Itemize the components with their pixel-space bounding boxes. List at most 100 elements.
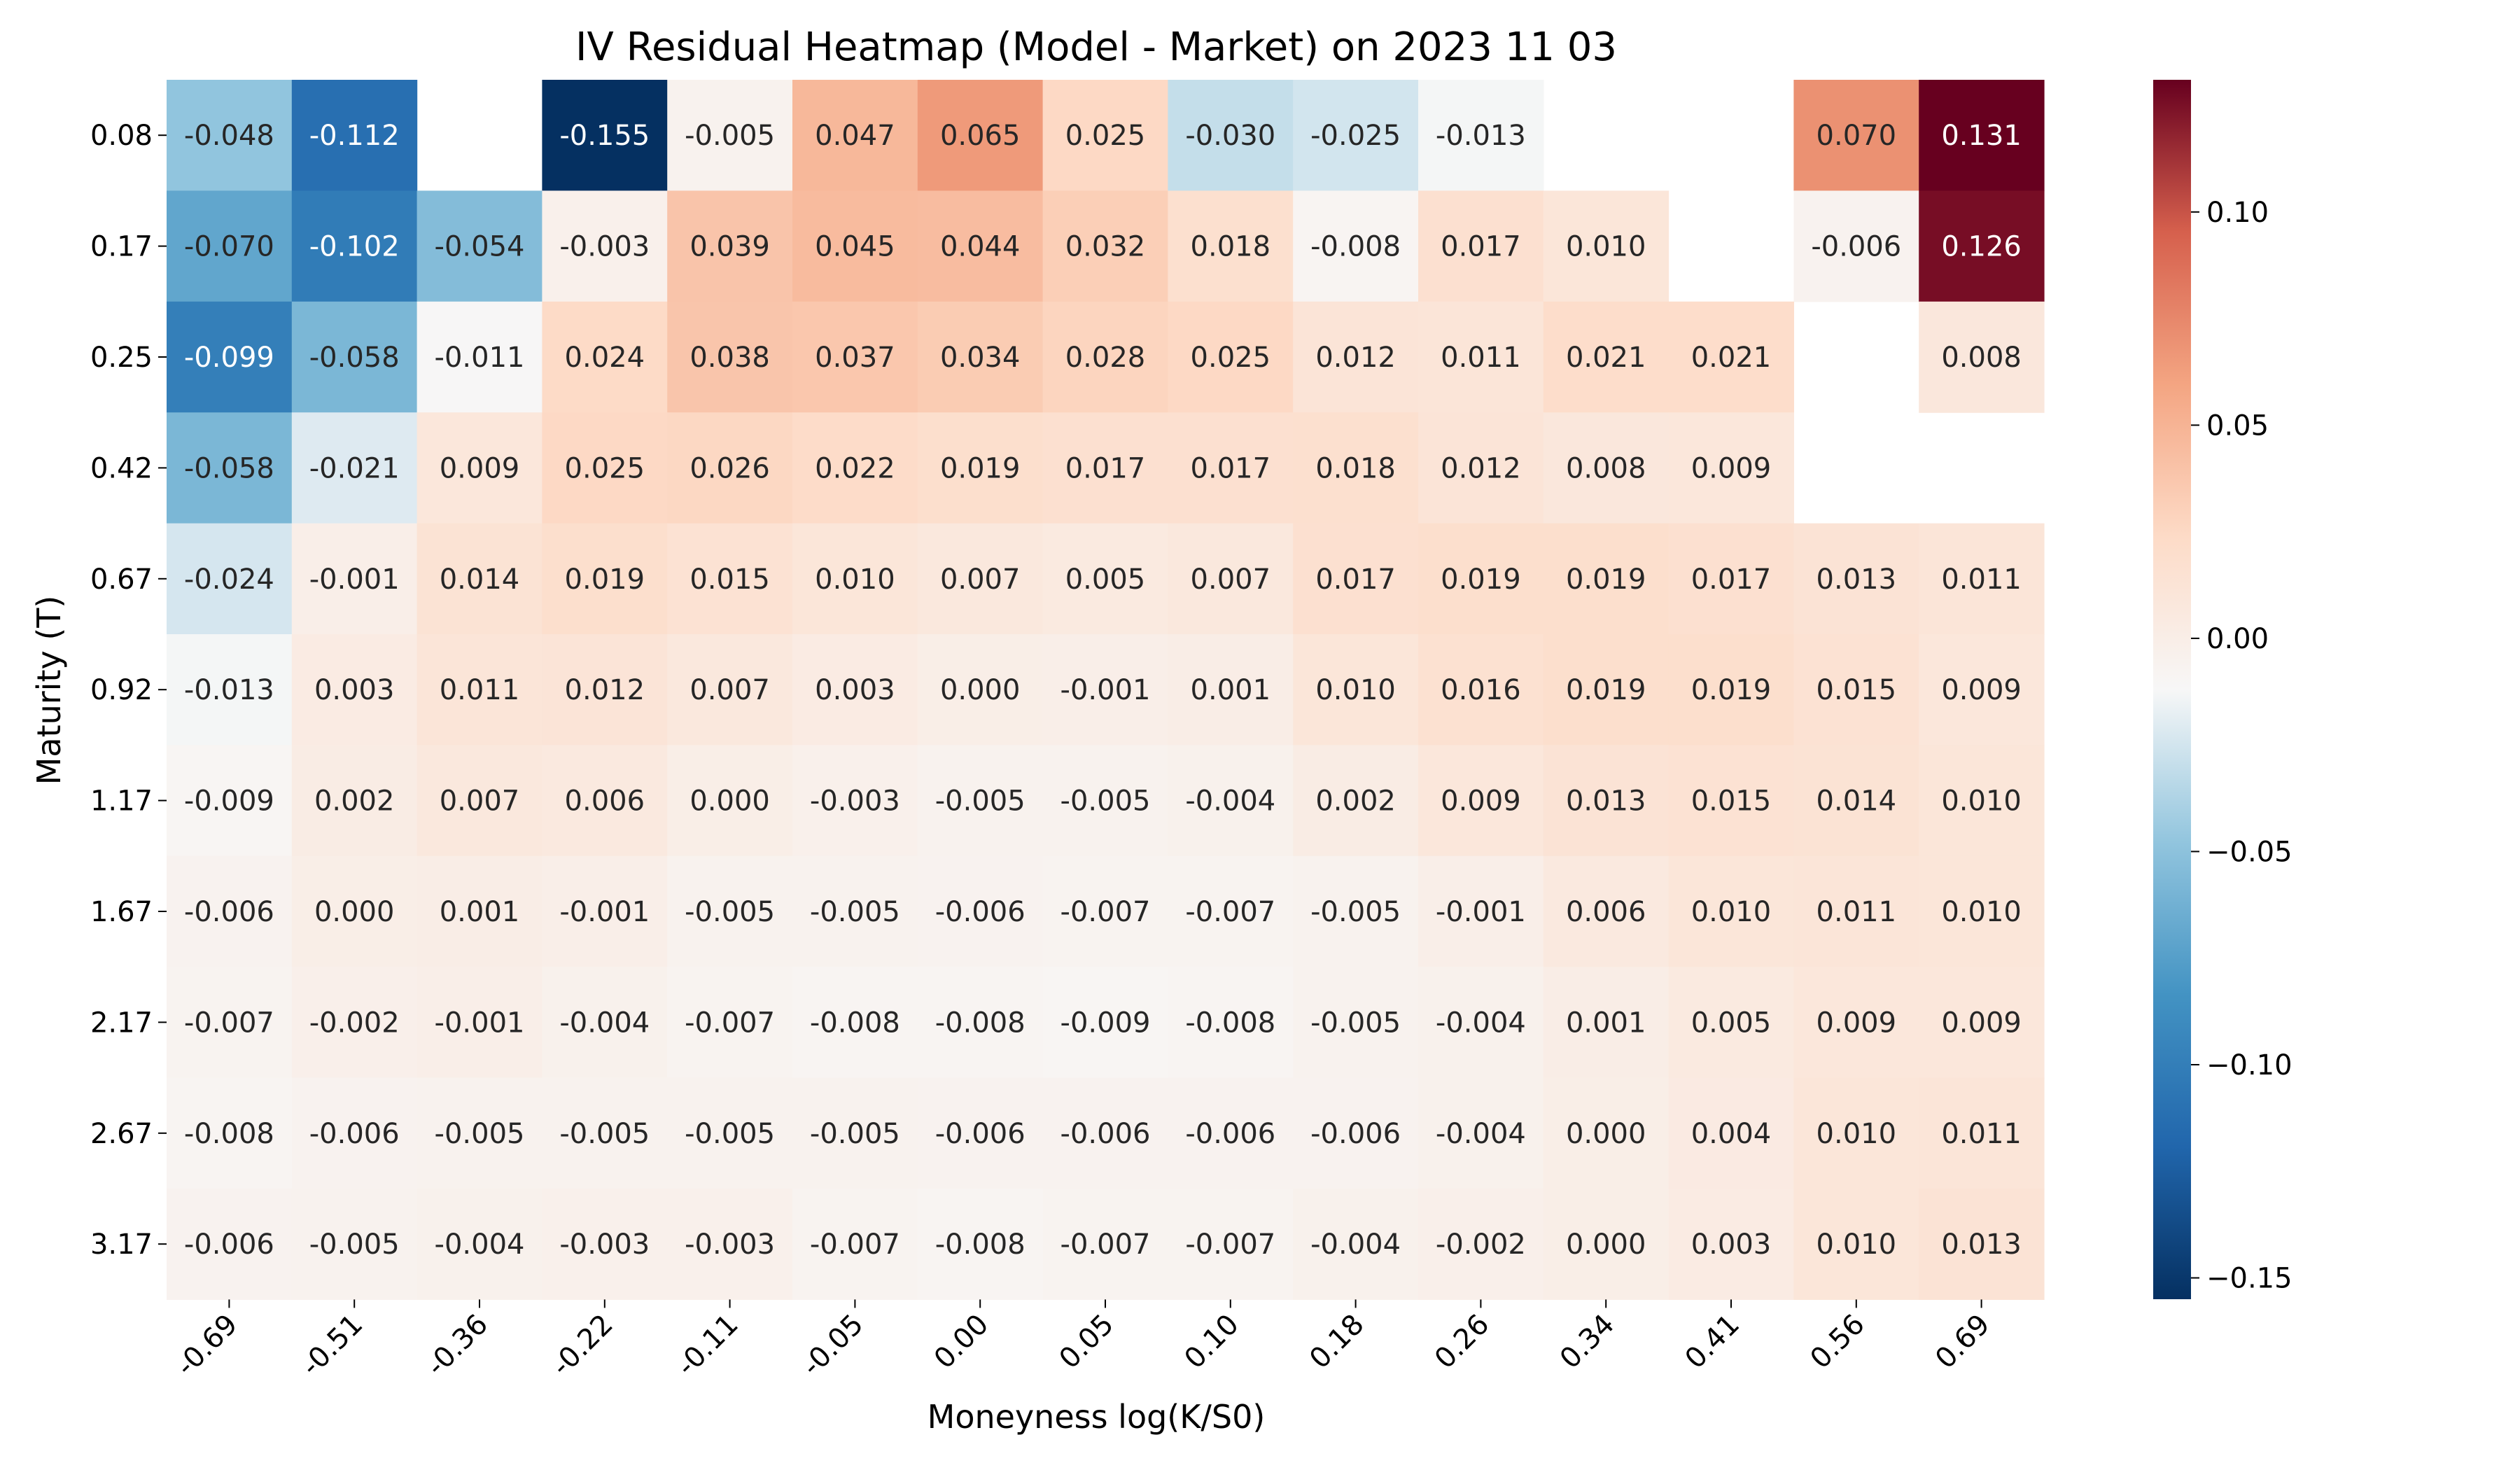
- heatmap-cell: [1919, 523, 2045, 635]
- cell-value-label: -0.004: [1436, 1007, 1526, 1039]
- heatmap-cell: [667, 80, 793, 191]
- cell-value-label: -0.009: [184, 785, 274, 818]
- cell-value-label: 0.010: [1315, 674, 1396, 706]
- heatmap-cell: [542, 1189, 668, 1300]
- heatmap-cell: [1919, 301, 2045, 413]
- heatmap-cell: [1543, 1189, 1670, 1300]
- y-axis: 0.08 0.17 0.25 0.42 0.67 0.92 1.17 1.67 2.17 2.67…: [90, 120, 167, 1261]
- heatmap-cell: [1793, 190, 1919, 302]
- cell-value-label: -0.005: [1310, 896, 1401, 928]
- cell-value-label: 0.014: [1816, 785, 1897, 818]
- x-tick-label: 0.69: [1929, 1308, 1996, 1376]
- cell-value-label: -0.007: [1185, 896, 1275, 928]
- heatmap-cell: [1168, 523, 1294, 635]
- cell-value-label: -0.007: [810, 1228, 900, 1261]
- y-tick-label: 2.17: [90, 1007, 153, 1039]
- cell-value-label: 0.047: [815, 120, 895, 152]
- heatmap-cell: [792, 1077, 918, 1189]
- heatmap-cell: [1543, 634, 1670, 746]
- cell-value-label: -0.005: [685, 120, 775, 152]
- heatmap-cell: [1793, 745, 1919, 857]
- cell-value-label: -0.003: [685, 1228, 775, 1261]
- heatmap-cell: [1668, 412, 1794, 524]
- heatmap-cell: [1418, 190, 1544, 302]
- x-axis-label: Moneyness log(K/S0): [927, 1398, 1266, 1436]
- heatmap-cell: [1668, 855, 1794, 967]
- heatmap-cell: [1668, 967, 1794, 1079]
- cell-value-label: 0.070: [1816, 120, 1897, 152]
- cell-value-label: -0.008: [1310, 231, 1401, 263]
- heatmap-cell: [542, 1077, 668, 1189]
- heatmap-cell: [167, 80, 293, 191]
- cell-value-label: 0.019: [1441, 564, 1521, 596]
- cell-value-label: -0.005: [935, 785, 1026, 818]
- cell-value-label: 0.022: [815, 452, 895, 484]
- heatmap-cell: [416, 1077, 542, 1189]
- cell-value-label: 0.025: [1191, 342, 1271, 374]
- cell-value-label: 0.011: [1816, 896, 1897, 928]
- heatmap-cell: [1168, 967, 1294, 1079]
- cell-value-label: -0.030: [1185, 120, 1275, 152]
- heatmap-cell: [1418, 855, 1544, 967]
- cell-value-label: 0.001: [440, 896, 520, 928]
- heatmap-cell: [542, 412, 668, 524]
- heatmap-cell: [167, 1077, 293, 1189]
- heatmap-cell: [291, 523, 418, 635]
- heatmap-cell: [667, 523, 793, 635]
- heatmap-cell: [1293, 1077, 1419, 1189]
- heatmap-cell: [1418, 1077, 1544, 1189]
- heatmap-cell: [1793, 967, 1919, 1079]
- heatmap-cell: [1793, 523, 1919, 635]
- heatmap-cell: [1919, 190, 2045, 302]
- heatmap-cell: [1042, 301, 1168, 413]
- heatmap-cell: [1042, 855, 1168, 967]
- cell-value-label: 0.025: [565, 452, 645, 484]
- y-tick-label: 0.08: [90, 120, 153, 152]
- heatmap-cell: [291, 1077, 418, 1189]
- heatmap-cell: [1418, 634, 1544, 746]
- heatmap-cell: [291, 967, 418, 1079]
- cell-value-label: -0.006: [1811, 231, 1901, 263]
- cell-value-label: -0.007: [1185, 1228, 1275, 1261]
- heatmap-cell: [416, 745, 542, 857]
- cell-value-label: 0.014: [440, 564, 520, 596]
- cell-value-label: 0.009: [1941, 1007, 2022, 1039]
- cell-value-label: 0.028: [1065, 342, 1146, 374]
- heatmap-cell: [167, 190, 293, 302]
- cell-value-label: 0.032: [1065, 231, 1146, 263]
- heatmap-cell: [792, 634, 918, 746]
- heatmap-cell: [792, 412, 918, 524]
- colorbar-tick-label: 0.10: [2206, 197, 2269, 229]
- heatmap-cell: [1293, 523, 1419, 635]
- cell-value-label: 0.126: [1941, 231, 2022, 263]
- cell-value-label: 0.017: [1441, 231, 1521, 263]
- cell-value-label: 0.002: [1315, 785, 1396, 818]
- cell-value-label: -0.004: [559, 1007, 650, 1039]
- cell-value-label: -0.006: [1060, 1118, 1151, 1150]
- cell-value-label: -0.008: [935, 1007, 1026, 1039]
- heatmap-cell: [1293, 745, 1419, 857]
- cell-value-label: -0.005: [810, 896, 900, 928]
- cell-value-label: 0.010: [1816, 1118, 1897, 1150]
- cell-value-label: 0.009: [1691, 452, 1772, 484]
- cell-value-label: -0.004: [1310, 1228, 1401, 1261]
- heatmap-cell: [792, 967, 918, 1079]
- cell-value-label: -0.070: [184, 231, 274, 263]
- cell-value-label: 0.012: [1315, 342, 1396, 374]
- cell-value-label: -0.011: [435, 342, 525, 374]
- heatmap-cell: [917, 523, 1044, 635]
- cell-value-label: -0.058: [309, 342, 400, 374]
- cell-value-label: 0.044: [940, 231, 1021, 263]
- cell-value-label: 0.008: [1566, 452, 1646, 484]
- heatmap-cell: [1919, 1077, 2045, 1189]
- cell-value-label: -0.007: [685, 1007, 775, 1039]
- cell-value-label: -0.003: [810, 785, 900, 818]
- x-tick-label: 0.41: [1679, 1308, 1746, 1376]
- cell-value-label: -0.009: [1060, 1007, 1151, 1039]
- x-tick-label: -0.05: [796, 1308, 870, 1382]
- heatmap-cell: [1543, 855, 1670, 967]
- heatmap-cell: [167, 967, 293, 1079]
- heatmap-cell: [1418, 412, 1544, 524]
- heatmap-cell: [1793, 1077, 1919, 1189]
- cell-value-label: -0.054: [435, 231, 525, 263]
